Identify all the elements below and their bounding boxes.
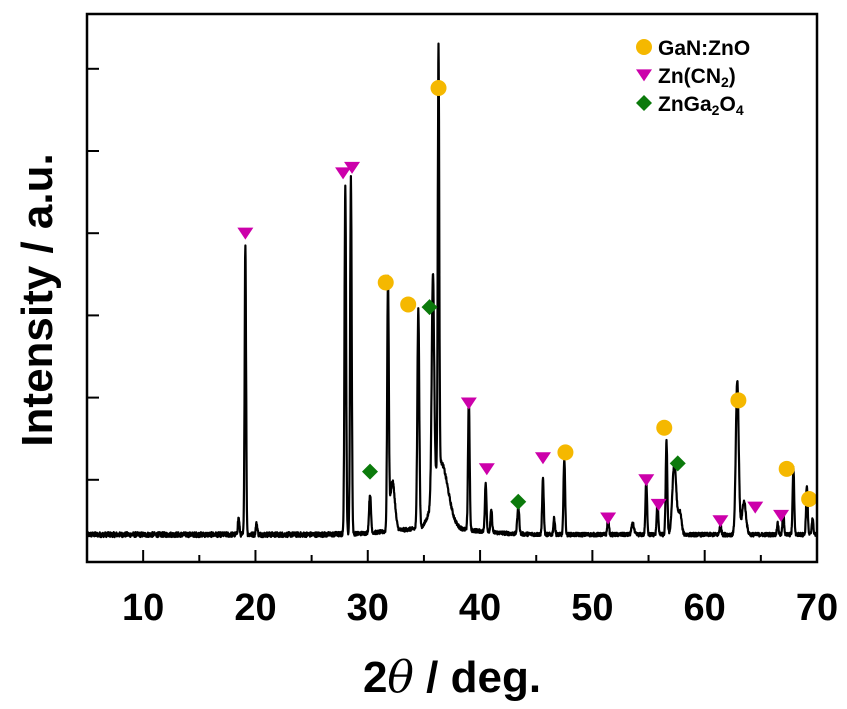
x-ticks: 10 20 30 40 50 60 70 (86, 550, 838, 629)
x-axis-label-suffix: / deg. (414, 653, 541, 702)
x-tick-label: 50 (571, 587, 613, 629)
diamond-peak-marker (362, 463, 379, 480)
peak-marker-layer (237, 79, 818, 528)
triangle-down-peak-marker (460, 397, 477, 410)
triangle-down-peak-marker (534, 452, 551, 465)
diamond-peak-marker (421, 299, 438, 316)
circle-peak-marker (430, 79, 447, 96)
circle-peak-marker (778, 460, 795, 477)
x-tick-label: 10 (122, 587, 164, 629)
circle-peak-marker (730, 392, 747, 409)
triangle-down-peak-marker (335, 167, 352, 180)
y-axis-label: Intensity / a.u. (13, 153, 62, 446)
series-line-0 (85, 42, 818, 539)
triangle-down-peak-marker (712, 515, 729, 528)
x-axis-label-prefix: 2 (363, 653, 387, 702)
circle-peak-marker (377, 274, 394, 291)
triangle-down-peak-marker (747, 501, 764, 514)
x-tick-label: 20 (234, 587, 276, 629)
triangle-down-peak-marker (773, 509, 790, 522)
triangle-down-peak-marker (600, 512, 617, 525)
x-tick-label: 60 (684, 587, 726, 629)
triangle-down-peak-marker (478, 463, 495, 476)
series-layer (85, 42, 818, 539)
triangle-down-peak-marker (638, 474, 655, 487)
triangle-down-peak-marker (650, 498, 667, 511)
circle-peak-marker (656, 419, 673, 436)
legend-diamond-marker (636, 95, 652, 111)
diamond-peak-marker (669, 455, 686, 472)
x-axis-label: 2θ / deg. (363, 652, 541, 703)
x-tick-label: 30 (347, 587, 389, 629)
legend-label: Zn(CN2) (658, 65, 736, 90)
y-ticks (87, 67, 99, 481)
diamond-peak-marker (510, 493, 527, 510)
triangle-down-peak-marker (344, 161, 361, 174)
circle-peak-marker (557, 444, 574, 461)
triangle-down-peak-marker (237, 227, 254, 240)
legend-triangle-down-marker (636, 69, 652, 82)
legend: GaN:ZnO Zn(CN2) ZnGa2O4 (636, 37, 750, 118)
legend-circle-marker (636, 39, 652, 55)
x-axis-label-theta: θ (387, 652, 414, 703)
circle-peak-marker (801, 490, 818, 507)
plot-frame (85, 12, 819, 564)
legend-label: ZnGa2O4 (658, 93, 744, 118)
x-tick-label: 70 (796, 587, 838, 629)
x-tick-label: 40 (459, 587, 501, 629)
circle-peak-marker (400, 296, 417, 313)
legend-label: GaN:ZnO (658, 37, 750, 60)
